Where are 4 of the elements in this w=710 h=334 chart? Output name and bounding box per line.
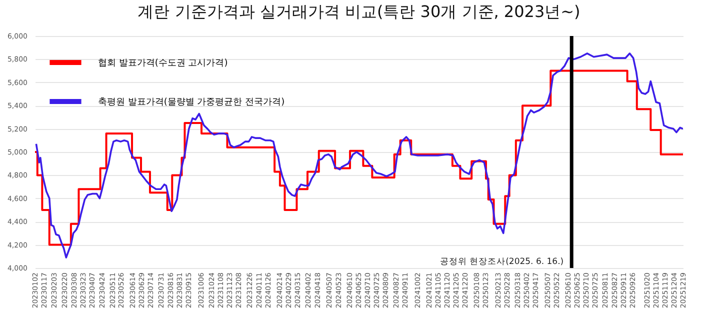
legend-label: 협회 발표가격(수도권 고시가격) [98,58,228,68]
chart-title: 계란 기준가격과 실거래가격 비교(특란 30개 기준, 2023년~) [138,2,580,21]
annotation: 공정위 현장조사(2025. 6. 16.) [440,257,564,268]
legend-label: 축평원 발표가격(물량별 가중평균한 전국가격) [98,98,285,108]
